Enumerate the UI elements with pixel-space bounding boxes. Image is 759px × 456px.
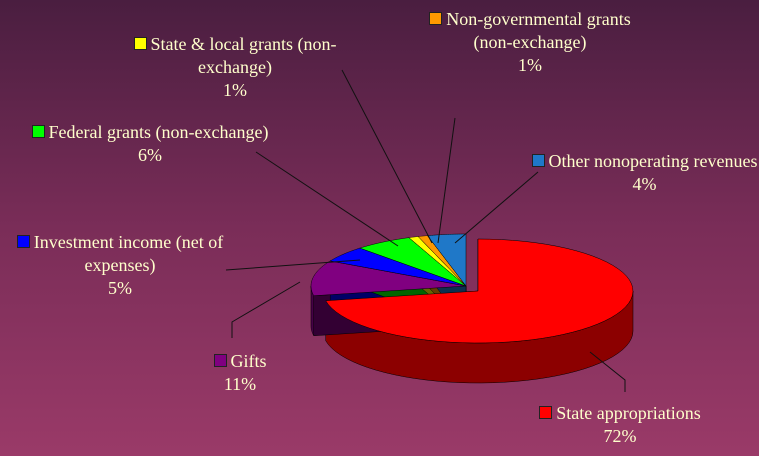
value-label: 6% <box>138 145 162 165</box>
legend-swatch <box>213 354 227 367</box>
value-label: 5% <box>108 278 132 298</box>
pie-slice <box>359 237 467 287</box>
value-label: 1% <box>518 55 542 75</box>
pie-slice <box>408 236 467 287</box>
slice-label: State appropriations 72% <box>500 402 740 448</box>
legend-swatch <box>16 235 30 248</box>
leader-line <box>589 351 626 392</box>
slice-label: Other nonoperating revenues 4% <box>530 150 759 196</box>
category-label: Non-governmental grants (non-exchange) <box>446 9 631 52</box>
pie-slice <box>310 260 467 297</box>
value-label: 72% <box>603 426 637 446</box>
legend-swatch <box>133 37 147 50</box>
value-label: 11% <box>223 374 257 394</box>
category-label: Gifts <box>230 351 267 371</box>
legend-swatch <box>31 125 45 138</box>
slice-label: State & local grants (non-exchange) 1% <box>110 33 360 102</box>
slice-label: Gifts 11% <box>175 350 305 396</box>
leader-line <box>437 117 456 244</box>
leader-line <box>225 259 361 271</box>
pie-tops <box>310 233 634 344</box>
legend-swatch <box>539 406 553 419</box>
value-label: 1% <box>223 80 247 100</box>
leader-line <box>255 151 399 247</box>
slice-label: Non-governmental grants (non-exchange) 1% <box>410 8 650 77</box>
category-label: State & local grants (non-exchange) <box>150 34 337 77</box>
category-label: Federal grants (non-exchange) <box>48 122 269 142</box>
legend-swatch <box>531 154 545 167</box>
leader-line <box>341 69 433 244</box>
slice-label: Federal grants (non-exchange) 6% <box>20 121 280 167</box>
value-label: 4% <box>632 174 657 194</box>
category-label: State appropriations <box>556 403 701 423</box>
pie-slice <box>329 247 467 287</box>
pie-slice <box>426 233 467 287</box>
leader-line <box>231 281 301 338</box>
pie-slice <box>325 238 634 344</box>
legend-swatch <box>429 12 443 25</box>
category-label: Other nonoperating revenues <box>548 151 758 171</box>
category-label: Investment income (net of expenses) <box>33 232 224 275</box>
slice-label: Investment income (net of expenses) 5% <box>0 231 240 300</box>
leader-line <box>454 171 539 244</box>
pie-slice <box>417 235 467 287</box>
